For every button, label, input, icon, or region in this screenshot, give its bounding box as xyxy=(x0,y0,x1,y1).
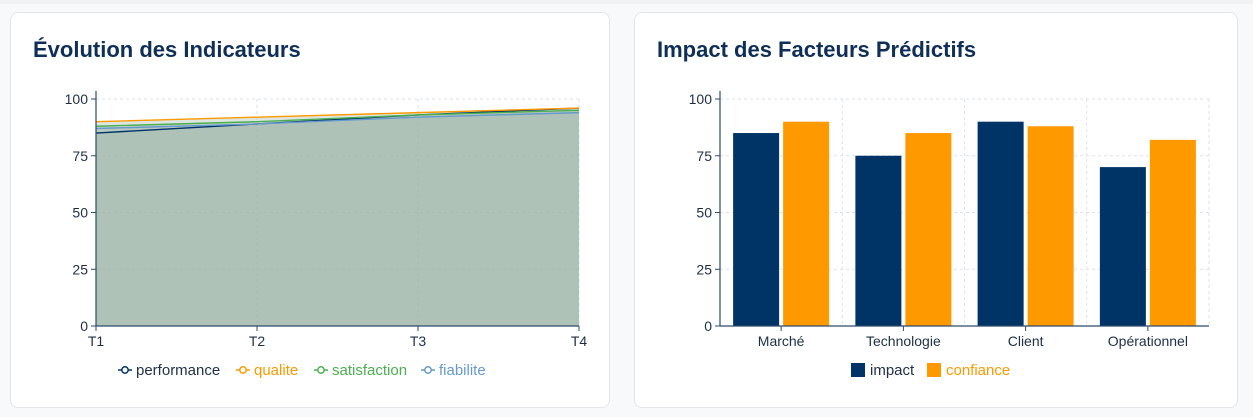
legend-label-fiabilite: fiabilite xyxy=(439,362,486,379)
y-tick-label: 50 xyxy=(72,205,88,221)
legend-label-confiance: confiance xyxy=(946,362,1010,379)
series-line-performance xyxy=(95,107,580,134)
legend-label-impact: impact xyxy=(870,362,915,379)
y-tick-label: 100 xyxy=(65,91,89,107)
y-tick-label: 75 xyxy=(72,148,88,164)
x-tick-label: T1 xyxy=(88,333,105,349)
legend-label-satisfaction: satisfaction xyxy=(332,362,407,379)
bar-impact-3 xyxy=(1099,167,1146,326)
y-tick-label: 0 xyxy=(704,318,712,334)
y-tick-label: 50 xyxy=(696,205,712,221)
bar-impact-1 xyxy=(855,155,902,326)
y-tick-label: 75 xyxy=(696,148,712,164)
y-tick-label: 25 xyxy=(696,261,712,277)
series-line-qualite xyxy=(95,107,580,123)
card-title-impact: Impact des Facteurs Prédictifs xyxy=(657,37,977,62)
series-line-fiabilite xyxy=(95,111,580,130)
bar-confiance-3 xyxy=(1149,139,1196,326)
bar-impact-0 xyxy=(733,133,780,326)
card-title-evolution: Évolution des Indicateurs xyxy=(33,37,301,62)
legend-label-performance: performance xyxy=(136,362,220,379)
predictive-factors-card: Impact des Facteurs Prédictifs Marché Tec… xyxy=(634,12,1238,408)
bar-chart: Marché Technologie Client Opérationnel 0 25 50… xyxy=(689,91,1210,379)
legend-marker-satisfaction xyxy=(317,366,325,374)
series-line-satisfaction xyxy=(95,109,580,127)
area-qualite xyxy=(96,108,579,326)
bar-impact-2 xyxy=(977,121,1024,326)
area-performance xyxy=(96,108,579,326)
x-tick-label: T4 xyxy=(571,333,588,349)
y-tick-label: 0 xyxy=(80,318,88,334)
x-tick-label: Client xyxy=(1008,333,1044,349)
area-chart: 0 25 50 75 100 T1 T2 T3 T4 performance qualite sati… xyxy=(65,91,588,379)
legend-swatch-impact xyxy=(851,363,865,377)
top-shadow-line xyxy=(0,0,1253,4)
bar-confiance-1 xyxy=(905,133,952,326)
y-tick-label: 25 xyxy=(72,261,88,277)
x-tick-label: T2 xyxy=(249,333,266,349)
bar-confiance-0 xyxy=(783,121,830,326)
legend-marker-fiabilite xyxy=(424,366,432,374)
legend-marker-performance xyxy=(121,366,129,374)
y-tick-label: 100 xyxy=(689,91,713,107)
legend-marker-qualite xyxy=(239,366,247,374)
indicators-evolution-card: Évolution des Indicateurs 0 25 50 75 100 T1 T2… xyxy=(10,12,610,408)
x-tick-label: T3 xyxy=(410,333,427,349)
x-tick-label: Opérationnel xyxy=(1108,333,1188,349)
legend-swatch-confiance xyxy=(927,363,941,377)
area-satisfaction xyxy=(96,110,579,326)
x-tick-label: Marché xyxy=(758,333,805,349)
legend-label-qualite: qualite xyxy=(254,362,298,379)
area-fiabilite xyxy=(96,112,579,327)
x-tick-label: Technologie xyxy=(866,333,941,349)
bar-confiance-2 xyxy=(1027,126,1074,327)
